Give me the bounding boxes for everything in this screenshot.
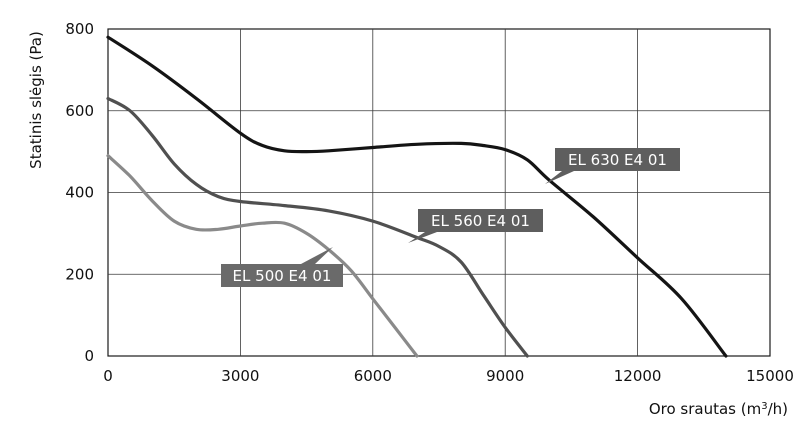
x-tick-label: 3000 [221, 367, 259, 385]
x-tick-label: 6000 [354, 367, 392, 385]
x-axis-title: Oro srautas (m3/h) [649, 400, 788, 418]
y-tick-label: 0 [84, 347, 94, 365]
x-tick-label: 15000 [746, 367, 794, 385]
series-label-el-500-e4-01: EL 500 E4 01 [221, 247, 343, 287]
series-label-pointer [408, 232, 437, 243]
series-label-pointer [545, 171, 574, 184]
series-line-el-560-e4-01 [106, 96, 529, 358]
series-label-text: EL 560 E4 01 [431, 212, 530, 230]
x-tick-labels: 0 3000 6000 9000 12000 15000 [103, 367, 794, 385]
x-tick-label: 0 [103, 367, 113, 385]
y-axis-title: Statinis slėgis (Pa) [27, 31, 45, 169]
series-label-box [221, 264, 343, 287]
x-tick-label: 12000 [614, 367, 662, 385]
series-labels: EL 630 E4 01 EL 560 E4 01 EL 500 E4 01 [221, 148, 680, 287]
plot-area [106, 28, 771, 358]
series-line-el-500-e4-01 [106, 154, 419, 358]
y-tick-label: 800 [65, 20, 94, 38]
series-label-text: EL 630 E4 01 [568, 151, 667, 169]
x-tick-label: 9000 [486, 367, 524, 385]
series-layer [106, 35, 728, 358]
series-label-pointer [301, 247, 333, 264]
series-label-el-560-e4-01: EL 560 E4 01 [408, 209, 543, 243]
x-axis-title-sup: 3 [761, 401, 767, 412]
series-line-el-630-e4-01 [106, 35, 728, 358]
y-tick-label: 600 [65, 102, 94, 120]
y-tick-label: 400 [65, 184, 94, 202]
y-tick-labels: 0 200 400 600 800 [65, 20, 94, 365]
series-label-box [418, 209, 543, 232]
x-axis-title-main: Oro srautas (m [649, 400, 761, 418]
grid [108, 29, 770, 356]
series-label-text: EL 500 E4 01 [233, 267, 332, 285]
y-tick-label: 200 [65, 265, 94, 283]
series-label-box [555, 148, 680, 171]
x-axis-title-tail: /h) [768, 400, 788, 418]
series-label-el-630-e4-01: EL 630 E4 01 [545, 148, 680, 184]
